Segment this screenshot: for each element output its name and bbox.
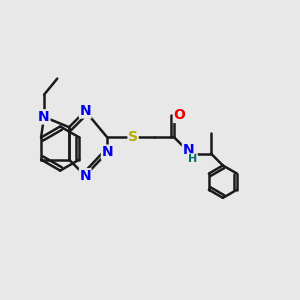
Text: N: N: [80, 104, 91, 118]
Text: N: N: [101, 145, 113, 159]
Text: O: O: [173, 108, 185, 122]
Text: N: N: [38, 110, 50, 124]
Text: S: S: [128, 130, 138, 145]
Text: H: H: [188, 154, 197, 164]
Text: N: N: [80, 169, 91, 183]
Text: N: N: [182, 143, 194, 157]
